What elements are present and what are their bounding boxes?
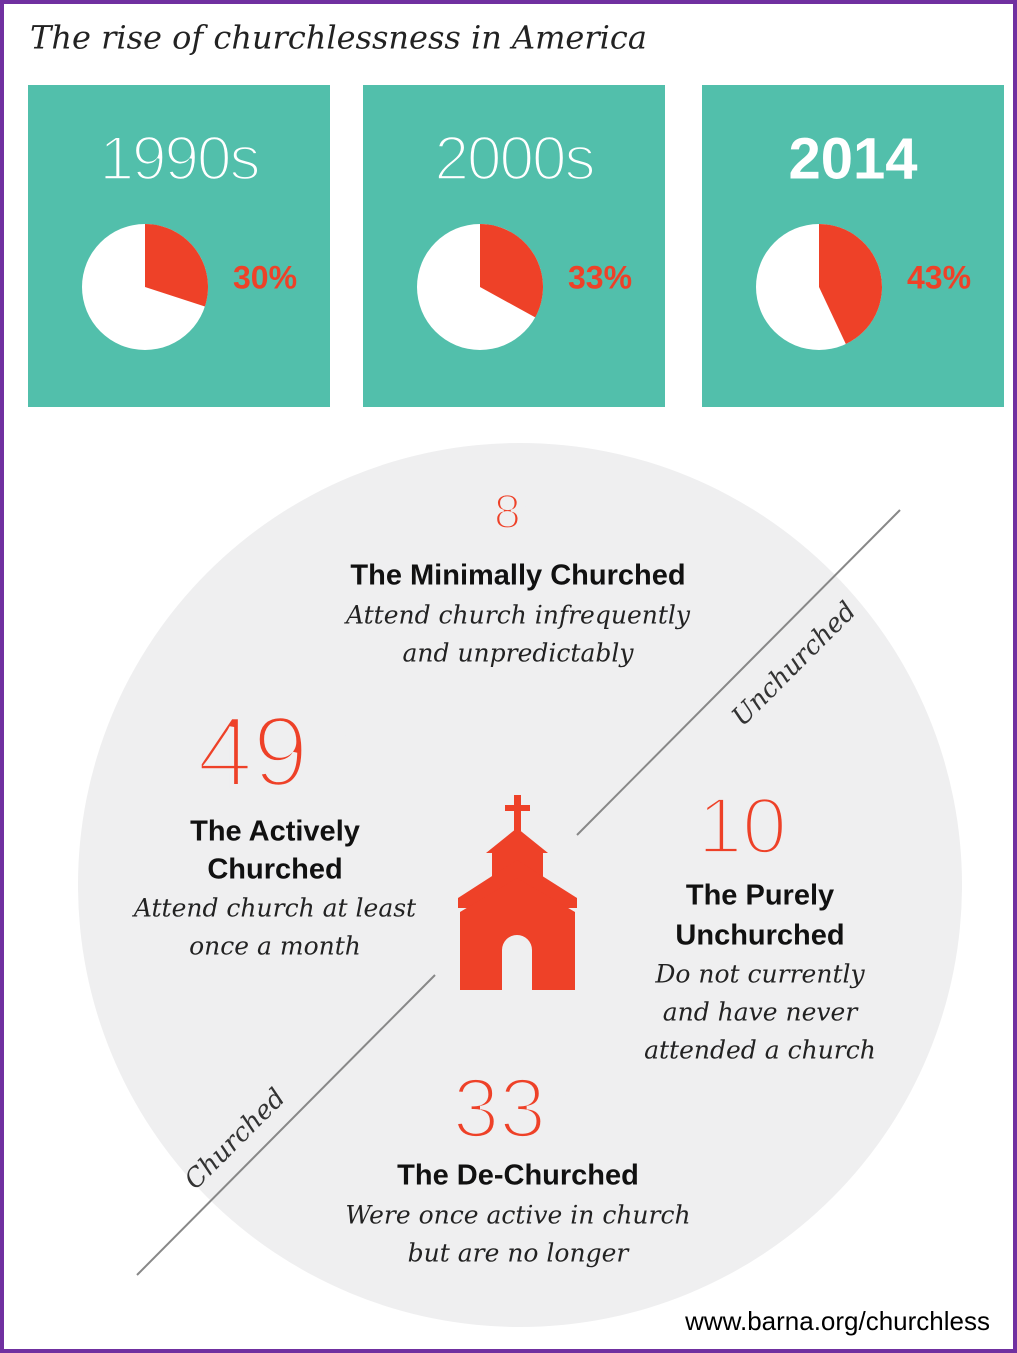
segment-name: Churched [207, 854, 342, 886]
segment-description: once a month [189, 932, 361, 961]
source: www.barna.org/churchless [684, 1306, 990, 1336]
divider-line [576, 509, 901, 836]
segment-description: but are no longer [408, 1239, 631, 1268]
pie-title: 2014 [788, 126, 917, 191]
title: The rise of churchlessness in America [30, 19, 647, 57]
pie-title: 1990s [100, 124, 259, 193]
segment-name: The Actively [190, 816, 360, 848]
segment-name: The Purely [686, 880, 834, 912]
segment-percent: 10% [698, 781, 823, 870]
segment-description: Attend church infrequently [344, 601, 691, 630]
segment-name: The De-Churched [397, 1160, 639, 1192]
church-body [460, 878, 575, 990]
pie-slice [145, 224, 209, 307]
segment-description: Attend church at least [132, 894, 417, 923]
pie-value-label: 30% [233, 259, 297, 295]
pie-title: 2000s [435, 124, 594, 193]
segment-description: Do not currently [654, 960, 865, 989]
steeple-roof [486, 828, 548, 853]
cross [505, 805, 530, 811]
segment-description: and unpredictably [403, 639, 635, 668]
pie-slice [480, 224, 544, 318]
segment-description: attended a church [644, 1036, 876, 1065]
pie-value-label: 43% [907, 259, 971, 295]
cross [514, 795, 521, 831]
segment-description: and have never [663, 998, 860, 1027]
segment-description: Were once active in church [345, 1201, 690, 1230]
segment-percent: 49% [197, 696, 353, 808]
segment-name: The Minimally Churched [350, 560, 685, 592]
segment-name: Unchurched [675, 920, 844, 952]
pie-value-label: 33% [568, 259, 632, 295]
divider-line [136, 974, 436, 1276]
pie-slice [819, 224, 882, 345]
church-icon [458, 795, 577, 990]
segment-percent: 8% [494, 486, 542, 539]
segment-percent: 33% [453, 1061, 584, 1155]
